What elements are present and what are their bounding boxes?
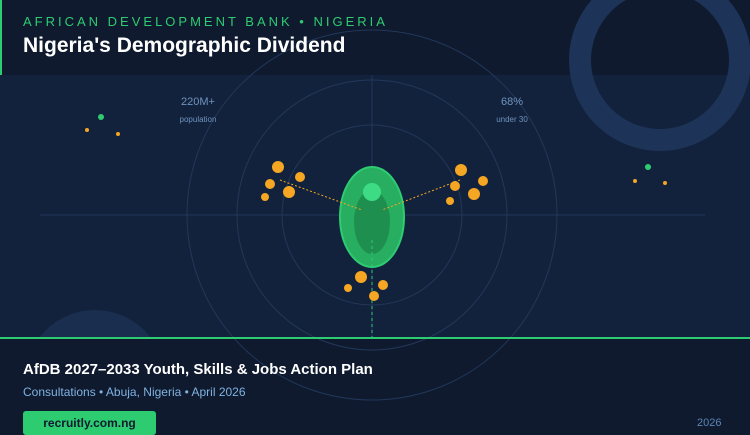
- eyebrow: AFRICAN DEVELOPMENT BANK • NIGERIA: [23, 14, 388, 29]
- stat-value: 68%: [500, 96, 524, 108]
- link-button[interactable]: recruitly.com.ng: [23, 411, 156, 435]
- footer-subtitle: Consultations • Abuja, Nigeria • April 2…: [23, 385, 246, 399]
- stat-label: population: [179, 115, 217, 124]
- year: 2026: [697, 417, 722, 429]
- stat-label: under 30: [496, 115, 528, 124]
- stat-value: 220M+: [181, 96, 215, 108]
- title: Nigeria's Demographic Dividend: [23, 34, 346, 57]
- footer-title: AfDB 2027–2033 Youth, Skills & Jobs Acti…: [23, 361, 373, 378]
